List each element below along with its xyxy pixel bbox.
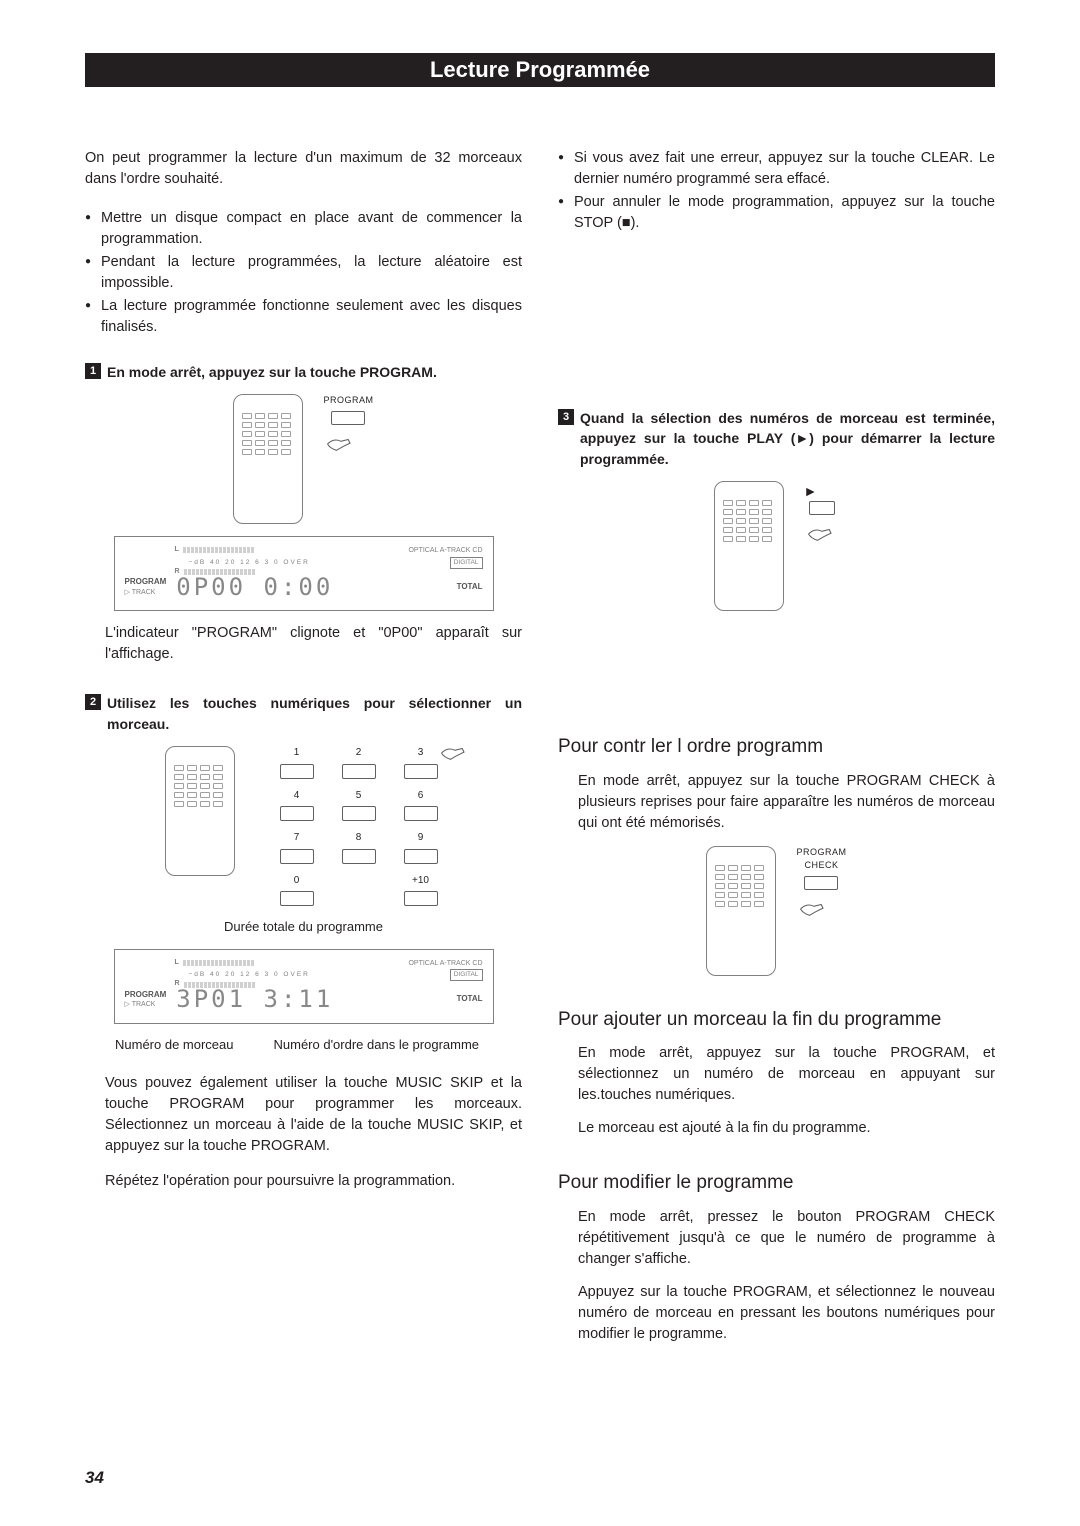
figure-numeric-pad: 1 2 3 4 5 6 7 8 9 0 +10 — [85, 746, 522, 906]
duration-caption: Durée totale du programme — [85, 918, 522, 937]
section-modify-heading: Pour modifier le programme — [558, 1169, 995, 1197]
section-modify-body1: En mode arrêt, pressez le bouton PROGRAM… — [578, 1207, 995, 1270]
step-number-icon: 3 — [558, 409, 574, 425]
hand-pointer-icon — [804, 519, 840, 549]
step-2-heading: 2 Utilisez les touches numériques pour s… — [85, 693, 522, 734]
section-check-heading: Pour contr ler l ordre programm — [558, 733, 995, 761]
section-modify-body2: Appuyez sur la touche PROGRAM, et sélect… — [578, 1282, 995, 1345]
remote-icon — [233, 394, 303, 524]
display-panel-1: L −dB 40 20 12 6 3 0 OVER R OPTICAL A-TR… — [114, 536, 494, 611]
bullet-item: Pendant la lecture programmées, la lectu… — [85, 252, 522, 294]
program-label: PROGRAM — [323, 394, 373, 407]
section-add-body1: En mode arrêt, appuyez sur la touche PRO… — [578, 1043, 995, 1106]
hand-pointer-icon — [796, 894, 832, 924]
right-bullets: Si vous avez fait une erreur, appuyez su… — [558, 148, 995, 234]
page-title: Lecture Programmée — [430, 57, 650, 83]
remote-icon — [714, 481, 784, 611]
track-number-label: Numéro de morceau — [115, 1036, 234, 1055]
step-1-heading: 1 En mode arrêt, appuyez sur la touche P… — [85, 362, 522, 382]
para-music-skip: Vous pouvez également utiliser la touche… — [105, 1073, 522, 1157]
program-check-label: PROGRAM CHECK — [796, 846, 846, 872]
intro-bullets: Mettre un disque compact en place avant … — [85, 208, 522, 338]
remote-icon — [706, 846, 776, 976]
numeric-keypad: 1 2 3 4 5 6 7 8 9 0 +10 — [275, 746, 443, 906]
display-mode-text: OPTICAL A-TRACK CD — [408, 545, 482, 556]
meter-scale: −dB 40 20 12 6 3 0 OVER — [189, 558, 355, 567]
figure-remote-check: PROGRAM CHECK — [558, 846, 995, 976]
display-arrow-labels: Numéro de morceau Numéro d'ordre dans le… — [115, 1036, 522, 1055]
section-add-body2: Le morceau est ajouté à la fin du progra… — [578, 1118, 995, 1139]
step-number-icon: 1 — [85, 363, 101, 379]
program-button-callout: PROGRAM — [323, 394, 373, 466]
total-label: TOTAL — [457, 581, 483, 593]
content-area: On peut programmer la lecture d'un maxim… — [85, 148, 995, 1357]
header-bar: Lecture Programmée — [85, 53, 995, 87]
step-number-icon: 2 — [85, 694, 101, 710]
play-icon: ► — [804, 481, 840, 501]
section-add-heading: Pour ajouter un morceau la fin du progra… — [558, 1006, 995, 1034]
program-indicator: PROGRAM — [125, 576, 167, 588]
page-number: 34 — [85, 1468, 104, 1488]
figure-remote-program: PROGRAM — [85, 394, 522, 524]
hand-pointer-icon — [437, 738, 473, 768]
button-outline-icon — [804, 876, 838, 890]
seven-segment-display: 3P01 3:11 — [176, 982, 333, 1017]
figure-remote-play: ► — [558, 481, 995, 611]
right-column: Si vous avez fait une erreur, appuyez su… — [558, 148, 995, 1357]
seven-segment-display: 0P00 0:00 — [176, 570, 333, 605]
section-check-body: En mode arrêt, appuyez sur la touche PRO… — [578, 771, 995, 834]
button-outline-icon — [331, 411, 365, 425]
meter-scale: −dB 40 20 12 6 3 0 OVER — [189, 970, 355, 979]
step-3-text: Quand la sélection des numéros de morcea… — [580, 408, 995, 469]
para-repeat: Répétez l'opération pour poursuivre la p… — [105, 1171, 522, 1192]
button-outline-icon — [809, 501, 835, 515]
remote-icon — [165, 746, 235, 876]
bullet-item: Pour annuler le mode programmation, appu… — [558, 192, 995, 234]
caption-1: L'indicateur "PROGRAM" clignote et "0P00… — [105, 623, 522, 665]
bullet-item: Mettre un disque compact en place avant … — [85, 208, 522, 250]
bullet-item: La lecture programmée fonctionne seuleme… — [85, 296, 522, 338]
play-button-callout: ► — [804, 481, 840, 556]
hand-pointer-icon — [323, 429, 359, 459]
bullet-item: Si vous avez fait une erreur, appuyez su… — [558, 148, 995, 190]
display-panel-2: L −dB 40 20 12 6 3 0 OVER R OPTICAL A-TR… — [114, 949, 494, 1024]
intro-text: On peut programmer la lecture d'un maxim… — [85, 148, 522, 190]
digital-badge: DIGITAL — [450, 557, 483, 569]
program-check-callout: PROGRAM CHECK — [796, 846, 846, 931]
program-order-label: Numéro d'ordre dans le programme — [274, 1036, 480, 1055]
step-1-text: En mode arrêt, appuyez sur la touche PRO… — [107, 362, 522, 382]
step-3-heading: 3 Quand la sélection des numéros de morc… — [558, 408, 995, 469]
step-2-text: Utilisez les touches numériques pour sél… — [107, 693, 522, 734]
left-column: On peut programmer la lecture d'un maxim… — [85, 148, 522, 1357]
